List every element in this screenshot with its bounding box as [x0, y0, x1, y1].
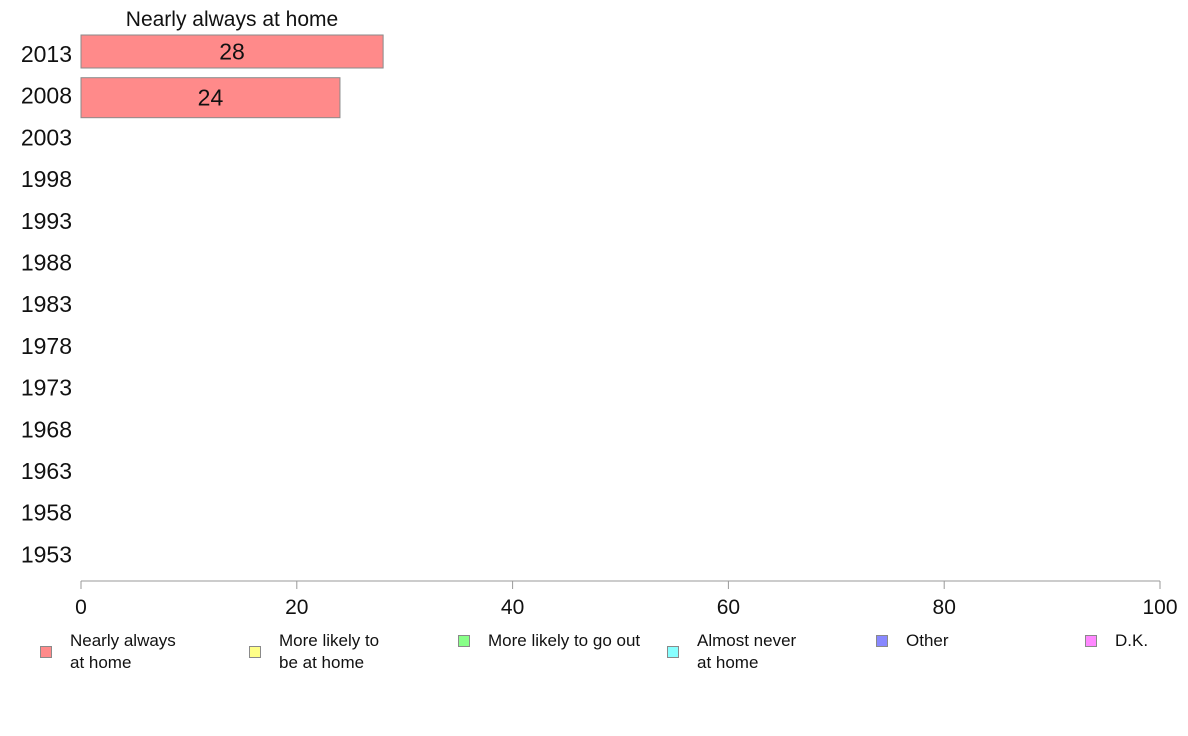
x-tick-label: 100 — [1142, 596, 1177, 619]
x-tick-label: 60 — [717, 596, 740, 619]
legend-label-line: More likely to — [279, 631, 380, 650]
legend-label: More likely to go out — [488, 630, 663, 652]
legend-swatch — [458, 635, 470, 647]
y-tick-label: 2008 — [21, 83, 72, 109]
y-tick-label: 1988 — [21, 250, 72, 276]
legend-label-line: Other — [906, 631, 949, 650]
legend-swatch — [1085, 635, 1097, 647]
legend-swatch — [876, 635, 888, 647]
y-tick-label: 1953 — [21, 541, 72, 567]
legend-item: More likely to be at home — [249, 630, 454, 674]
legend-item: More likely to go out — [458, 630, 663, 652]
legend-label-line: at home — [697, 653, 759, 672]
legend-swatch — [667, 646, 679, 658]
y-tick-label: 1983 — [21, 291, 72, 317]
legend-label: D.K. — [1115, 630, 1188, 652]
y-tick-label: 1998 — [21, 166, 72, 192]
legend-label-line: at home — [70, 653, 132, 672]
legend-label: Other — [906, 630, 1081, 652]
legend-label-line: D.K. — [1115, 631, 1149, 650]
y-tick-label: 1973 — [21, 375, 72, 401]
bar-value-label: 28 — [219, 39, 245, 65]
x-tick-label: 80 — [933, 596, 956, 619]
legend-label: Almost never at home — [697, 630, 872, 674]
x-tick-label: 0 — [75, 596, 87, 619]
y-tick-label: 2003 — [21, 124, 72, 150]
legend-swatch — [249, 646, 261, 658]
legend-label-line: More likely to go out — [488, 631, 641, 650]
legend-swatch — [40, 646, 52, 658]
legend-item: D.K. — [1085, 630, 1188, 652]
chart-title: Nearly always at home — [126, 8, 338, 31]
x-tick-label: 40 — [501, 596, 524, 619]
x-tick-label: 20 — [285, 596, 308, 619]
bar-value-label: 24 — [198, 85, 224, 111]
bar — [80, 34, 384, 69]
legend-item: Other — [876, 630, 1081, 652]
y-tick-label: 1963 — [21, 458, 72, 484]
bar — [80, 77, 341, 119]
x-axis: 0 20 40 60 80 100 — [75, 580, 1178, 619]
y-tick-label: 1958 — [21, 500, 72, 526]
legend-label-line: be at home — [279, 653, 365, 672]
y-tick-label: 2013 — [21, 41, 72, 67]
legend-label: More likely to be at home — [279, 630, 454, 674]
y-tick-label: 1993 — [21, 208, 72, 234]
y-tick-label: 1968 — [21, 416, 72, 442]
legend-label-line: Almost never — [697, 631, 797, 650]
legend-label-line: Nearly always — [70, 631, 176, 650]
legend-label: Nearly always at home — [70, 630, 245, 674]
legend-item: Almost never at home — [667, 630, 872, 674]
legend-item: Nearly always at home — [40, 630, 245, 674]
y-axis-labels: 2013 2008 2003 1998 1993 1988 1983 1978 1973 1968… — [21, 41, 72, 567]
y-tick-label: 1978 — [21, 333, 72, 359]
bars: 28 24 — [80, 34, 384, 119]
